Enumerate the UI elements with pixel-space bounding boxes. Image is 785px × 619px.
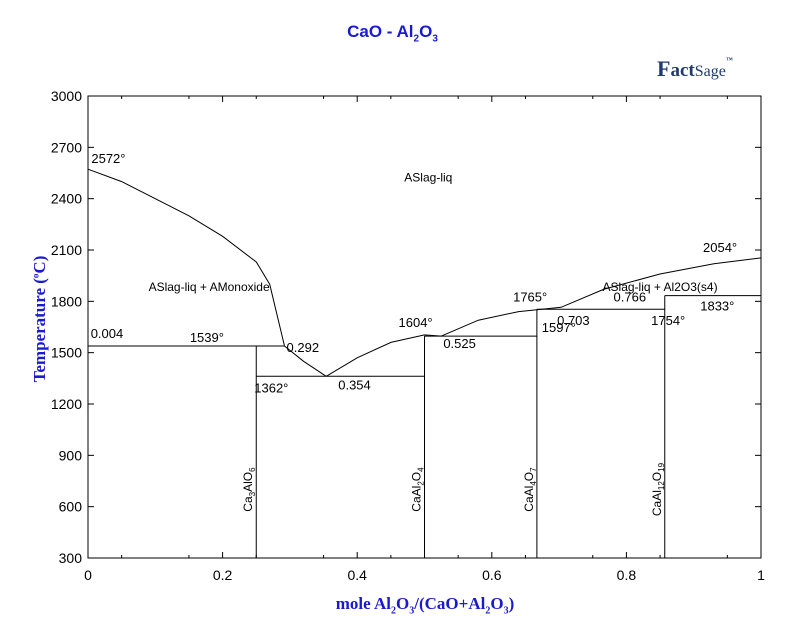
y-tick-label: 1800 <box>51 293 82 309</box>
chart-title: CaO - Al2O3 <box>347 22 438 45</box>
point-annotation: 1597° <box>542 320 576 335</box>
point-annotation: 1833° <box>700 299 734 314</box>
x-tick-label: 0.2 <box>213 567 233 583</box>
point-annotation: 0.354 <box>338 377 371 392</box>
point-annotation: 2054° <box>703 240 737 255</box>
y-axis-label: Temperature (oC) <box>30 255 49 383</box>
compound-label: Ca3AlO6 <box>241 467 257 512</box>
region-label: ASlag-liq + AMonoxide <box>149 280 270 294</box>
point-annotation: 1604° <box>399 315 433 330</box>
liquidus-line <box>441 257 762 337</box>
x-axis-label: mole Al2O3/(CaO+Al2O3) <box>335 594 515 617</box>
factsage-logo: FactSage™ <box>657 56 733 81</box>
y-tick-label: 900 <box>59 447 83 463</box>
x-tick-label: 1 <box>757 567 765 583</box>
point-annotation: 0.703 <box>557 313 590 328</box>
liquidus-line <box>87 168 285 347</box>
x-tick-label: 0.6 <box>482 567 502 583</box>
y-tick-label: 600 <box>59 499 83 515</box>
y-tick-label: 2700 <box>51 139 82 155</box>
liquidus-line <box>284 345 327 377</box>
point-annotation: 1754° <box>651 313 685 328</box>
compound-label: CaAl4O7 <box>522 467 538 512</box>
x-tick-label: 0.8 <box>617 567 637 583</box>
liquidus-line <box>325 334 442 377</box>
region-label: ASlag-liq <box>404 171 452 185</box>
point-annotation: 0.766 <box>614 289 647 304</box>
y-tick-label: 1200 <box>51 396 82 412</box>
point-annotation: 1765° <box>513 289 547 304</box>
compound-label: CaAl12O19 <box>650 462 666 516</box>
y-tick-label: 2400 <box>51 191 82 207</box>
point-annotation: 2572° <box>91 151 125 166</box>
y-tick-label: 2100 <box>51 242 82 258</box>
compound-label: CaAl2O4 <box>410 467 426 512</box>
point-annotation: 1539° <box>190 330 224 345</box>
point-annotation: 1362° <box>254 380 288 395</box>
point-annotation: 0.004 <box>91 326 124 341</box>
point-annotation: 0.292 <box>287 340 320 355</box>
region-label: ASlag-liq + Al2O3(s4) <box>603 280 718 294</box>
x-tick-label: 0 <box>84 567 92 583</box>
y-tick-label: 1500 <box>51 345 82 361</box>
y-tick-label: 300 <box>59 550 83 566</box>
y-tick-label: 3000 <box>51 88 82 104</box>
point-annotation: 0.525 <box>443 336 476 351</box>
x-tick-label: 0.4 <box>347 567 367 583</box>
